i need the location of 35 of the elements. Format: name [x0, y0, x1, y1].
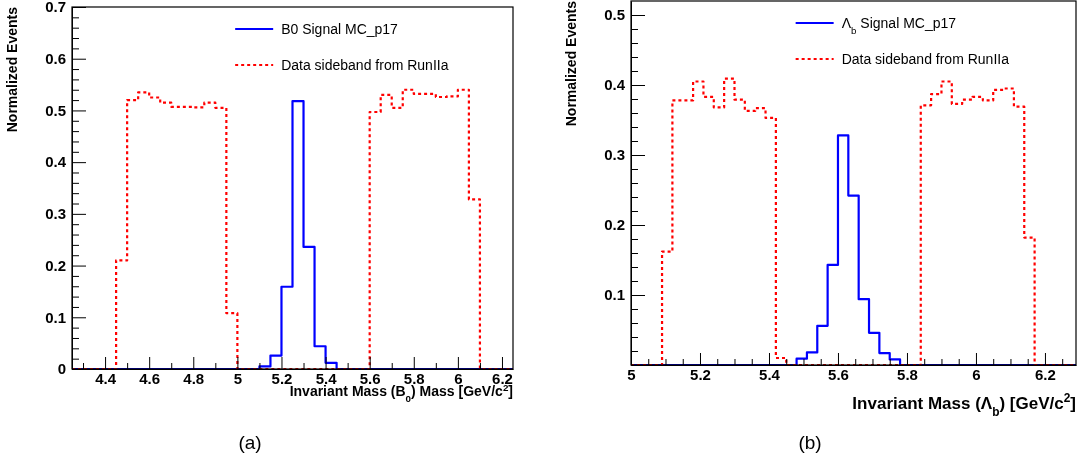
y-tick-label: 0.5	[45, 101, 66, 119]
y-tick-label: 0.7	[45, 0, 66, 16]
x-tick-label: 4.6	[139, 369, 161, 387]
x-tick-label: 5	[233, 369, 243, 387]
y-tick-label: 0.5	[604, 6, 625, 24]
y-axis-title: Normalized Events	[4, 6, 20, 133]
x-tick-label: 5.2	[690, 365, 711, 383]
legend-label: Data sideband from RunIIa	[281, 57, 449, 73]
legend-label: B0 Signal MC_p17	[281, 21, 399, 37]
y-axis-title: Normalized Events	[563, 0, 579, 127]
y-tick-label: 0.3	[45, 205, 66, 223]
y-tick-label: 0.6	[45, 50, 66, 68]
y-tick-label: 0.3	[604, 146, 625, 164]
text: (b)	[798, 432, 822, 453]
y-tick-label: 0.4	[45, 153, 67, 171]
legend-label: Data sideband from RunIIa	[841, 51, 1010, 67]
legend-label: Λ$_{b}$ Signal MC_p17	[841, 15, 957, 36]
x-tick-label: 4.8	[183, 369, 205, 387]
x-tick-label: 5.6	[828, 365, 849, 383]
x-tick-label: 5	[627, 365, 636, 383]
x-axis-title: Invariant Mass (Λ$_{b}$) [GeV/c$^{2}$]	[852, 391, 1076, 419]
x-tick-label: 6.2	[1035, 365, 1056, 383]
x-tick-label: 5.2	[271, 369, 293, 387]
y-tick-label: 0.2	[604, 216, 625, 234]
text: (a)	[238, 432, 262, 453]
x-tick-label: 5.4	[759, 365, 781, 383]
x-tick-label: 6	[972, 365, 981, 383]
y-tick-label: 0	[57, 360, 66, 378]
x-tick-label: 4.4	[95, 369, 117, 387]
y-tick-label: 0.2	[45, 256, 66, 274]
x-tick-label: 5.6	[359, 369, 381, 387]
y-tick-label: 0.1	[45, 308, 66, 326]
y-tick-label: 0.1	[604, 286, 625, 304]
y-tick-label: 0.4	[604, 76, 626, 94]
x-tick-label: 5.8	[897, 365, 918, 383]
